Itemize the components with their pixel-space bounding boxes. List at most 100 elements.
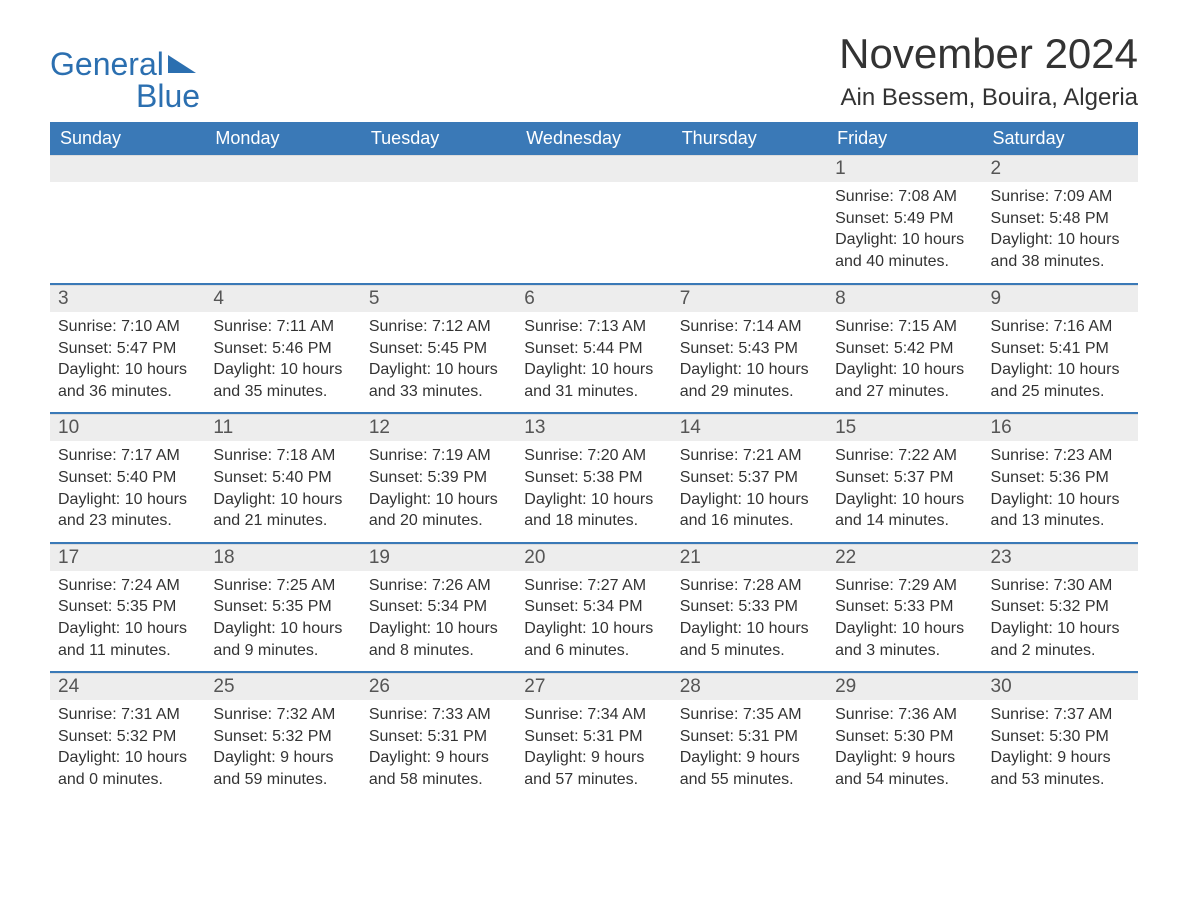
daylight1-text: Daylight: 10 hours [213,359,352,381]
title-block: November 2024 Ain Bessem, Bouira, Algeri… [839,30,1138,112]
month-title: November 2024 [839,30,1138,78]
day-cell: 30Sunrise: 7:37 AMSunset: 5:30 PMDayligh… [983,673,1138,800]
day-data: Sunrise: 7:32 AMSunset: 5:32 PMDaylight:… [205,700,360,800]
day-data: Sunrise: 7:11 AMSunset: 5:46 PMDaylight:… [205,312,360,412]
sunset-text: Sunset: 5:30 PM [991,726,1130,748]
sunset-text: Sunset: 5:32 PM [58,726,197,748]
day-data: Sunrise: 7:20 AMSunset: 5:38 PMDaylight:… [516,441,671,541]
day-number: 15 [827,414,982,441]
sunrise-text: Sunrise: 7:17 AM [58,445,197,467]
daylight1-text: Daylight: 9 hours [680,747,819,769]
day-number: 28 [672,673,827,700]
day-data: Sunrise: 7:13 AMSunset: 5:44 PMDaylight:… [516,312,671,412]
daylight1-text: Daylight: 10 hours [835,618,974,640]
daylight1-text: Daylight: 10 hours [58,489,197,511]
daylight2-text: and 11 minutes. [58,640,197,662]
day-number: 6 [516,285,671,312]
sunrise-text: Sunrise: 7:14 AM [680,316,819,338]
sunrise-text: Sunrise: 7:30 AM [991,575,1130,597]
sunset-text: Sunset: 5:32 PM [991,596,1130,618]
sunset-text: Sunset: 5:31 PM [524,726,663,748]
daylight2-text: and 35 minutes. [213,381,352,403]
daylight2-text: and 20 minutes. [369,510,508,532]
daylight2-text: and 21 minutes. [213,510,352,532]
sunrise-text: Sunrise: 7:21 AM [680,445,819,467]
day-data: Sunrise: 7:25 AMSunset: 5:35 PMDaylight:… [205,571,360,671]
day-cell: 12Sunrise: 7:19 AMSunset: 5:39 PMDayligh… [361,414,516,541]
daylight2-text: and 31 minutes. [524,381,663,403]
day-cell: 9 Sunrise: 7:16 AMSunset: 5:41 PMDaylight… [983,285,1138,412]
daylight2-text: and 57 minutes. [524,769,663,791]
day-data: Sunrise: 7:27 AMSunset: 5:34 PMDaylight:… [516,571,671,671]
daylight1-text: Daylight: 9 hours [213,747,352,769]
daylight2-text: and 13 minutes. [991,510,1130,532]
weekday-header: Friday [827,122,982,155]
brand-text-1: General [50,48,164,80]
sunset-text: Sunset: 5:37 PM [680,467,819,489]
sunset-text: Sunset: 5:34 PM [524,596,663,618]
sunrise-text: Sunrise: 7:16 AM [991,316,1130,338]
sunrise-text: Sunrise: 7:28 AM [680,575,819,597]
daylight1-text: Daylight: 9 hours [524,747,663,769]
day-number: 7 [672,285,827,312]
day-number: 18 [205,544,360,571]
daylight1-text: Daylight: 9 hours [369,747,508,769]
day-number: 30 [983,673,1138,700]
day-data: Sunrise: 7:08 AMSunset: 5:49 PMDaylight:… [827,182,982,282]
sunset-text: Sunset: 5:35 PM [58,596,197,618]
week-row: 10Sunrise: 7:17 AMSunset: 5:40 PMDayligh… [50,412,1138,541]
daylight1-text: Daylight: 10 hours [991,618,1130,640]
day-cell: 3Sunrise: 7:10 AMSunset: 5:47 PMDaylight… [50,285,205,412]
day-data: Sunrise: 7:15 AMSunset: 5:42 PMDaylight:… [827,312,982,412]
day-number: 29 [827,673,982,700]
sunrise-text: Sunrise: 7:08 AM [835,186,974,208]
sunrise-text: Sunrise: 7:12 AM [369,316,508,338]
daylight1-text: Daylight: 10 hours [58,618,197,640]
day-cell: 20Sunrise: 7:27 AMSunset: 5:34 PMDayligh… [516,544,671,671]
day-data: Sunrise: 7:14 AMSunset: 5:43 PMDaylight:… [672,312,827,412]
daylight1-text: Daylight: 10 hours [991,489,1130,511]
daylight1-text: Daylight: 10 hours [680,618,819,640]
day-data: Sunrise: 7:21 AMSunset: 5:37 PMDaylight:… [672,441,827,541]
day-cell: 4Sunrise: 7:11 AMSunset: 5:46 PMDaylight… [205,285,360,412]
daylight2-text: and 0 minutes. [58,769,197,791]
sunset-text: Sunset: 5:49 PM [835,208,974,230]
day-number: 9 [983,285,1138,312]
day-number: 27 [516,673,671,700]
day-number: 22 [827,544,982,571]
day-data: Sunrise: 7:37 AMSunset: 5:30 PMDaylight:… [983,700,1138,800]
sunrise-text: Sunrise: 7:18 AM [213,445,352,467]
daylight1-text: Daylight: 10 hours [991,359,1130,381]
daylight1-text: Daylight: 10 hours [835,229,974,251]
day-data: Sunrise: 7:35 AMSunset: 5:31 PMDaylight:… [672,700,827,800]
week-row: 1Sunrise: 7:08 AMSunset: 5:49 PMDaylight… [50,155,1138,283]
daylight1-text: Daylight: 10 hours [213,489,352,511]
daylight2-text: and 33 minutes. [369,381,508,403]
sunrise-text: Sunrise: 7:10 AM [58,316,197,338]
day-cell: 25Sunrise: 7:32 AMSunset: 5:32 PMDayligh… [205,673,360,800]
daylight1-text: Daylight: 10 hours [680,489,819,511]
sunrise-text: Sunrise: 7:11 AM [213,316,352,338]
day-data: Sunrise: 7:29 AMSunset: 5:33 PMDaylight:… [827,571,982,671]
daylight2-text: and 23 minutes. [58,510,197,532]
sunset-text: Sunset: 5:41 PM [991,338,1130,360]
sunset-text: Sunset: 5:44 PM [524,338,663,360]
day-cell: 14Sunrise: 7:21 AMSunset: 5:37 PMDayligh… [672,414,827,541]
daylight2-text: and 14 minutes. [835,510,974,532]
sunrise-text: Sunrise: 7:36 AM [835,704,974,726]
day-number: 26 [361,673,516,700]
daylight1-text: Daylight: 10 hours [991,229,1130,251]
sunset-text: Sunset: 5:33 PM [680,596,819,618]
day-data: Sunrise: 7:36 AMSunset: 5:30 PMDaylight:… [827,700,982,800]
sunset-text: Sunset: 5:46 PM [213,338,352,360]
day-cell: 5Sunrise: 7:12 AMSunset: 5:45 PMDaylight… [361,285,516,412]
daylight2-text: and 55 minutes. [680,769,819,791]
daylight2-text: and 29 minutes. [680,381,819,403]
daylight2-text: and 8 minutes. [369,640,508,662]
day-cell: 6Sunrise: 7:13 AMSunset: 5:44 PMDaylight… [516,285,671,412]
day-cell [361,155,516,283]
sunset-text: Sunset: 5:32 PM [213,726,352,748]
sunset-text: Sunset: 5:45 PM [369,338,508,360]
daylight1-text: Daylight: 10 hours [369,359,508,381]
day-cell: 21Sunrise: 7:28 AMSunset: 5:33 PMDayligh… [672,544,827,671]
